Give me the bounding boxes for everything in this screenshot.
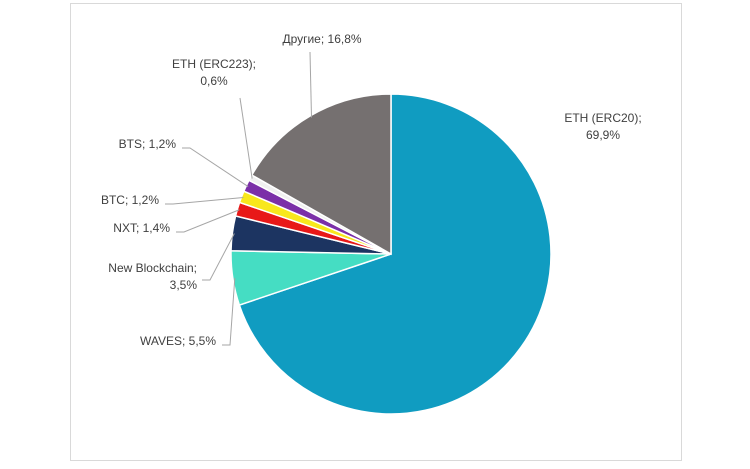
data-label: BTS; 1,2% <box>119 137 177 151</box>
data-label: BTC; 1,2% <box>101 193 159 207</box>
data-label: ETH (ERC223); 0,6% <box>172 57 256 88</box>
slice-eth-erc20 <box>238 93 552 415</box>
data-label: Другие; 16,8% <box>282 32 361 46</box>
leader-line <box>176 209 240 233</box>
leader-line <box>165 197 244 205</box>
leader-line <box>222 277 236 346</box>
slice-другие <box>250 93 392 256</box>
data-labels: ETH (ERC20); 69,9% WAVES; 5,5% New Blockcha… <box>101 32 642 348</box>
leader-line <box>309 51 312 118</box>
leader-line <box>202 233 235 281</box>
leader-line <box>182 147 249 187</box>
data-label: ETH (ERC20); 69,9% <box>564 111 641 142</box>
data-label: New Blockchain; 3,5% <box>108 261 197 292</box>
leader-lines <box>165 51 312 346</box>
data-label: NXT; 1,4% <box>113 221 170 235</box>
data-label: WAVES; 5,5% <box>140 334 216 348</box>
leader-line <box>239 97 253 179</box>
pie-slices <box>230 93 552 415</box>
